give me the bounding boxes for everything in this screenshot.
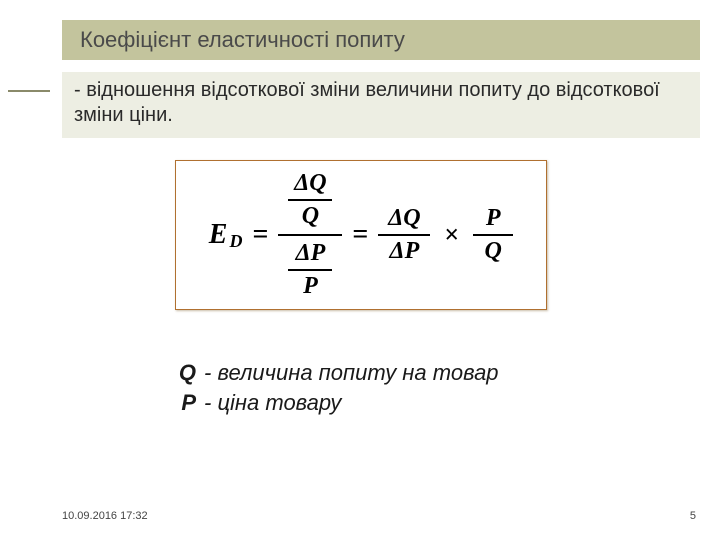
frac1-top: ΔQ Q (286, 168, 334, 232)
frac-bar (378, 234, 430, 236)
equals-1: = (252, 219, 268, 251)
frac1-top-den: Q (302, 203, 319, 230)
fraction-3: P Q (473, 205, 513, 265)
frac3-num: P (486, 205, 501, 232)
frac-bar (288, 269, 332, 271)
legend-p-text: - ціна товару (204, 388, 341, 418)
formula-box: E D = ΔQ Q ΔP P = ΔQ ΔP × P (175, 160, 547, 310)
frac-bar-main (278, 234, 342, 236)
legend-q-var: Q (160, 358, 196, 388)
formula-lhs-sub: D (229, 231, 242, 252)
definition-bar: - відношення відсоткової зміни величини … (62, 72, 700, 138)
frac-bar (288, 199, 332, 201)
slide-title: Коефіцієнт еластичності попиту (80, 27, 405, 53)
frac-bar (473, 234, 513, 236)
frac1-top-num: ΔQ (294, 170, 326, 197)
frac1-bot-num: ΔP (296, 240, 326, 267)
legend: Q - величина попиту на товар P - ціна то… (160, 358, 499, 417)
side-tick-line (8, 90, 50, 92)
legend-p-var: P (160, 388, 196, 418)
frac1-bot-den: P (303, 273, 318, 300)
slide-title-bar: Коефіцієнт еластичності попиту (62, 20, 700, 60)
fraction-2: ΔQ ΔP (378, 205, 430, 265)
formula-lhs: E D (209, 219, 243, 251)
legend-q-text: - величина попиту на товар (204, 358, 499, 388)
times-sign: × (440, 220, 463, 250)
equals-2: = (352, 219, 368, 251)
formula-lhs-e: E (209, 219, 228, 251)
frac2-num: ΔQ (388, 205, 420, 232)
frac1-bot: ΔP P (286, 238, 334, 302)
footer-page: 5 (690, 510, 696, 522)
frac2-den: ΔP (390, 238, 420, 265)
footer-timestamp: 10.09.2016 17:32 (62, 510, 148, 522)
legend-row-p: P - ціна товару (160, 388, 499, 418)
definition-text: - відношення відсоткової зміни величини … (74, 79, 660, 126)
frac3-den: Q (485, 238, 502, 265)
formula: E D = ΔQ Q ΔP P = ΔQ ΔP × P (209, 168, 513, 302)
footer: 10.09.2016 17:32 5 (62, 510, 696, 522)
fraction-of-fractions: ΔQ Q ΔP P (278, 168, 342, 302)
legend-row-q: Q - величина попиту на товар (160, 358, 499, 388)
